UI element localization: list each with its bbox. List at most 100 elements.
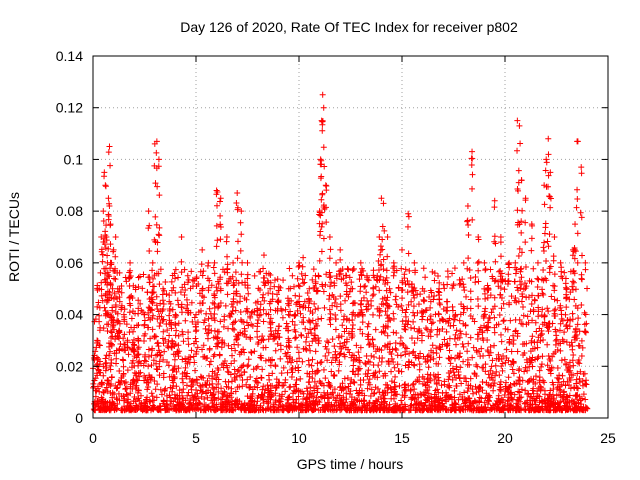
data-point xyxy=(140,405,147,412)
data-point xyxy=(540,277,547,284)
data-point xyxy=(358,265,365,272)
data-point xyxy=(157,403,164,410)
data-point xyxy=(551,307,558,314)
data-point xyxy=(256,287,263,294)
data-point xyxy=(427,313,434,320)
data-point xyxy=(300,304,307,311)
data-point xyxy=(390,315,397,322)
data-point xyxy=(350,265,357,272)
data-point xyxy=(144,403,151,410)
data-point xyxy=(145,346,152,353)
data-point xyxy=(352,300,359,307)
data-point xyxy=(535,292,542,299)
data-point xyxy=(573,384,580,391)
data-point xyxy=(255,317,262,324)
data-point xyxy=(411,340,418,347)
data-point xyxy=(228,390,235,397)
data-point xyxy=(305,402,312,409)
data-point xyxy=(181,369,188,376)
data-point xyxy=(370,272,377,279)
data-point xyxy=(313,394,320,401)
data-point xyxy=(115,334,122,341)
data-point xyxy=(153,221,160,228)
data-point xyxy=(342,384,349,391)
data-point xyxy=(456,276,463,283)
data-point xyxy=(215,395,222,402)
data-point xyxy=(112,267,119,274)
data-point xyxy=(180,386,187,393)
data-point xyxy=(339,322,346,329)
data-point xyxy=(149,283,156,290)
data-point xyxy=(426,294,433,301)
data-point xyxy=(327,273,334,280)
data-point xyxy=(331,282,338,289)
data-point xyxy=(533,328,540,335)
data-point xyxy=(543,258,550,265)
data-point xyxy=(217,212,224,219)
data-point xyxy=(146,372,153,379)
data-point xyxy=(110,248,117,255)
data-point xyxy=(431,270,438,277)
data-point xyxy=(322,353,329,360)
data-point xyxy=(482,311,489,318)
data-point xyxy=(364,402,371,409)
data-point xyxy=(401,381,408,388)
data-point xyxy=(436,279,443,286)
data-point xyxy=(175,320,182,327)
data-point xyxy=(312,348,319,355)
data-point xyxy=(333,275,340,282)
data-point xyxy=(296,283,303,290)
data-point xyxy=(405,250,412,257)
data-point xyxy=(110,326,117,333)
plot-frame xyxy=(92,55,609,419)
data-point xyxy=(391,388,398,395)
data-point xyxy=(219,394,226,401)
data-point xyxy=(491,294,498,301)
data-point xyxy=(274,340,281,347)
data-point xyxy=(425,333,432,340)
data-point xyxy=(551,296,558,303)
data-point xyxy=(492,372,499,379)
data-point xyxy=(364,333,371,340)
data-point xyxy=(215,381,222,388)
data-point xyxy=(282,379,289,386)
data-point xyxy=(502,383,509,390)
data-point xyxy=(574,138,581,145)
data-point xyxy=(513,380,520,387)
data-point xyxy=(554,297,561,304)
data-point xyxy=(151,378,158,385)
data-point xyxy=(265,372,272,379)
data-point xyxy=(306,342,313,349)
data-point xyxy=(130,341,137,348)
data-point xyxy=(445,273,452,280)
data-point xyxy=(157,352,164,359)
data-point xyxy=(322,182,329,189)
data-point xyxy=(153,360,160,367)
data-point xyxy=(99,258,106,265)
data-point xyxy=(185,279,192,286)
data-point xyxy=(211,351,218,358)
data-point xyxy=(95,366,102,373)
data-point xyxy=(254,298,261,305)
data-point xyxy=(511,391,518,398)
data-point xyxy=(134,345,141,352)
data-point xyxy=(457,330,464,337)
data-point xyxy=(159,400,166,407)
data-point xyxy=(436,317,443,324)
data-point xyxy=(320,104,327,111)
data-point xyxy=(231,326,238,333)
data-point xyxy=(572,326,579,333)
data-point xyxy=(475,331,482,338)
data-point xyxy=(213,376,220,383)
data-point xyxy=(270,403,277,410)
data-point xyxy=(103,237,110,244)
data-point xyxy=(179,328,186,335)
data-point xyxy=(342,297,349,304)
data-point xyxy=(102,265,109,272)
data-point xyxy=(156,192,163,199)
data-point xyxy=(254,311,261,318)
data-point xyxy=(355,366,362,373)
data-point xyxy=(481,406,488,413)
data-point xyxy=(546,407,553,414)
data-point xyxy=(178,258,185,265)
